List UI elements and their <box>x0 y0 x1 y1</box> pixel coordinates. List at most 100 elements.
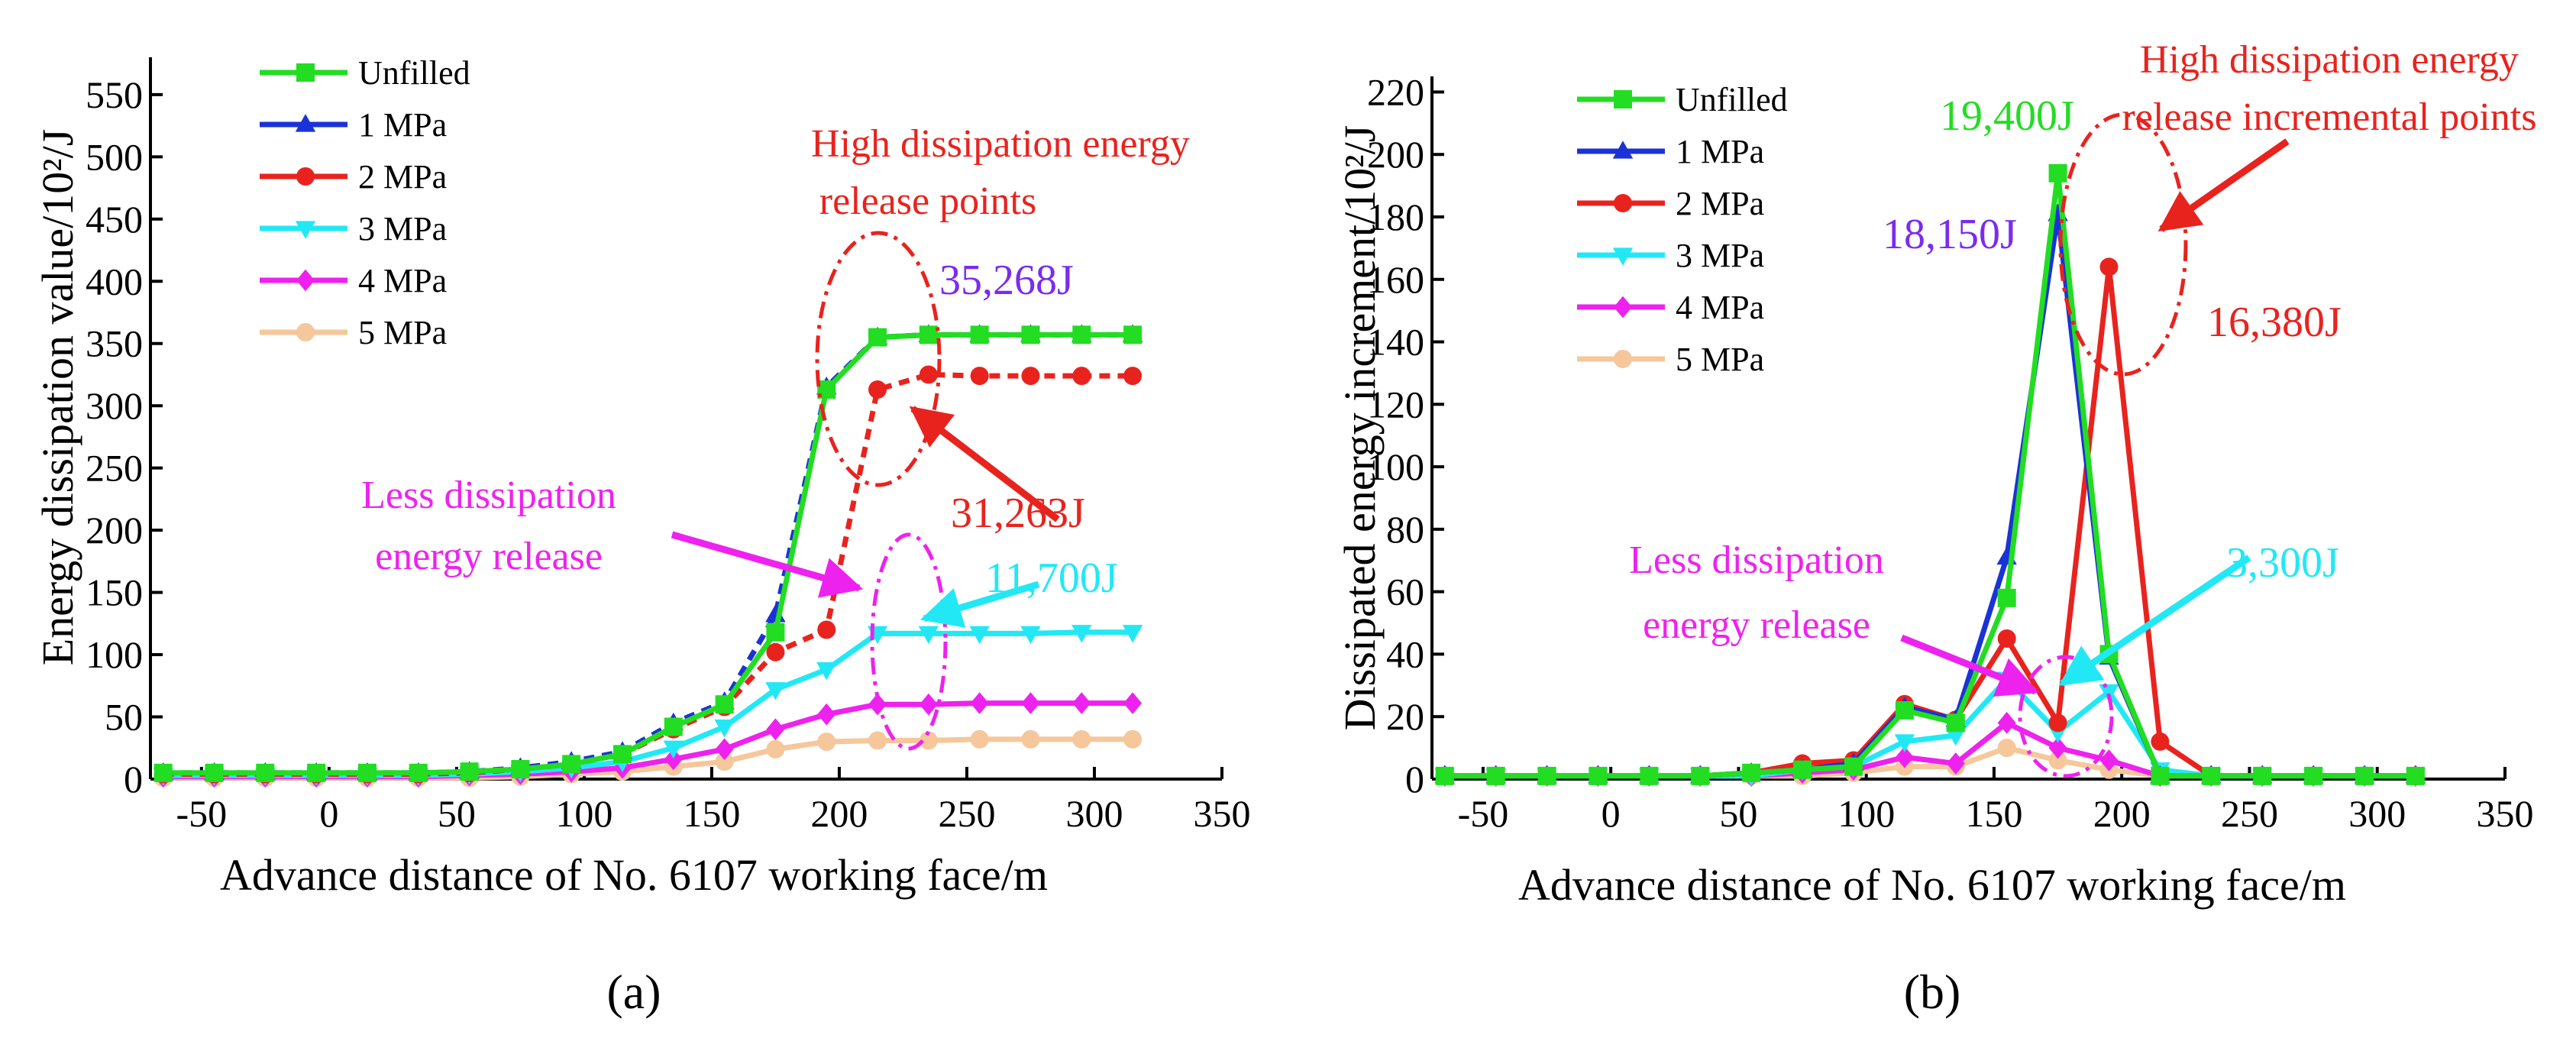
legend-swatch-marker <box>1614 194 1632 212</box>
data-point <box>919 325 938 344</box>
data-point <box>2048 163 2067 183</box>
legend-label: 2 MPa <box>1676 185 1764 222</box>
x-tick-label: 50 <box>438 792 476 835</box>
data-point <box>1793 760 1812 779</box>
data-point <box>715 752 734 771</box>
legend-swatch-marker <box>1614 90 1632 108</box>
data-point <box>2406 766 2425 785</box>
series-line <box>1444 170 2416 779</box>
y-tick-label: 60 <box>1386 571 1424 613</box>
y-tick-label: 450 <box>86 198 143 241</box>
x-tick-label: -50 <box>176 792 227 835</box>
annotation-text: Less dissipation <box>361 474 616 517</box>
annotation-arrow <box>909 406 1060 522</box>
y-tick-label: 350 <box>86 322 143 365</box>
data-point <box>1997 712 2016 734</box>
legend-swatch-marker <box>296 269 315 292</box>
annotation-text: release points <box>819 179 1036 223</box>
data-point <box>2099 749 2119 771</box>
value-label: 19,400J <box>1940 92 2074 140</box>
data-point <box>766 718 785 741</box>
data-point <box>1895 701 1914 720</box>
data-point <box>1071 625 1092 643</box>
data-point <box>1844 757 1863 776</box>
legend-swatch-marker <box>295 221 316 239</box>
legend-swatch-marker <box>1614 296 1632 319</box>
data-point <box>918 626 939 645</box>
x-axis-title: Advance distance of No. 6107 working fac… <box>1518 860 2346 910</box>
data-point <box>664 748 683 771</box>
annotation-arrow <box>671 531 864 598</box>
data-point <box>1997 629 2016 648</box>
data-point <box>1021 729 1040 749</box>
y-tick-label: 40 <box>1386 632 1424 675</box>
highlight-ellipse <box>870 532 948 751</box>
data-point <box>1020 626 1041 645</box>
data-point <box>817 732 836 752</box>
y-tick-label: 200 <box>86 509 143 551</box>
data-point <box>205 763 224 782</box>
data-point <box>1072 692 1091 715</box>
data-point <box>817 703 836 726</box>
legend-label: Unfilled <box>1676 81 1788 118</box>
x-tick-label: 200 <box>810 792 868 835</box>
data-point <box>2048 713 2067 732</box>
data-point <box>1894 734 1915 752</box>
data-point <box>766 623 785 642</box>
series-unfilled <box>154 325 1143 782</box>
y-axis-title: Dissipated energy increment/10²/J <box>1335 125 1385 731</box>
x-tick-label: -50 <box>1458 792 1509 835</box>
data-point <box>1691 766 1710 785</box>
y-tick-label: 220 <box>1367 70 1424 113</box>
x-tick-label: 100 <box>555 792 612 835</box>
panel-label: (a) <box>606 965 661 1019</box>
legend-label: 4 MPa <box>358 262 447 299</box>
x-tick-label: 150 <box>1965 792 2022 835</box>
legend-label: 3 MPa <box>358 210 447 247</box>
annotation-text: High dissipation energy <box>2140 38 2519 82</box>
data-point <box>1072 367 1091 386</box>
data-point <box>1435 766 1454 785</box>
legend-swatch-marker <box>1612 141 1634 159</box>
data-point <box>1997 739 2016 758</box>
data-point <box>2048 736 2067 759</box>
data-point <box>1123 729 1143 749</box>
x-tick-label: 300 <box>2348 792 2406 835</box>
y-tick-label: 500 <box>86 135 143 178</box>
legend-label: 1 MPa <box>1676 133 1764 170</box>
annotation-arrow <box>2157 138 2290 232</box>
data-point <box>2099 257 2119 276</box>
data-point <box>1072 729 1091 749</box>
legend-swatch-marker <box>296 63 315 82</box>
data-point <box>1123 367 1143 386</box>
data-point <box>2151 766 2170 785</box>
data-point <box>1742 763 1761 782</box>
data-point <box>1997 588 2016 607</box>
legend-swatch-marker <box>296 167 315 186</box>
x-tick-label: 250 <box>2221 792 2278 835</box>
data-point <box>1021 692 1040 715</box>
y-tick-label: 300 <box>86 384 143 427</box>
value-label: 16,380J <box>2207 299 2342 346</box>
annotation-text: energy release <box>1643 603 1870 647</box>
data-point <box>409 763 428 782</box>
data-point <box>2048 751 2067 770</box>
legend-swatch-marker <box>295 114 316 132</box>
y-tick-label: 0 <box>124 758 143 800</box>
chart-panel-b: -50 0 50 100 150 200 250 300 350 0 20 40 60 80 100 120 1… <box>1335 38 2536 1019</box>
annotation-text: Less dissipation <box>1629 538 1884 582</box>
data-point <box>969 626 990 645</box>
series-1-mpa <box>153 324 1143 781</box>
x-tick-label: 200 <box>2093 792 2151 835</box>
data-point <box>1486 766 1505 785</box>
data-point <box>1123 325 1143 344</box>
data-point <box>256 763 275 782</box>
data-point <box>1021 325 1040 344</box>
legend: Unfilled 1 MPa 2 MPa 3 MPa 4 MPa 5 MPa <box>260 54 470 351</box>
data-point <box>919 693 938 716</box>
y-tick-label: 400 <box>86 260 143 302</box>
chart-panel-a: -50 0 50 100 150 200 250 300 350 0 50 100 150 200 250 3… <box>33 54 1251 1019</box>
data-point <box>154 763 173 782</box>
data-point <box>765 682 786 700</box>
